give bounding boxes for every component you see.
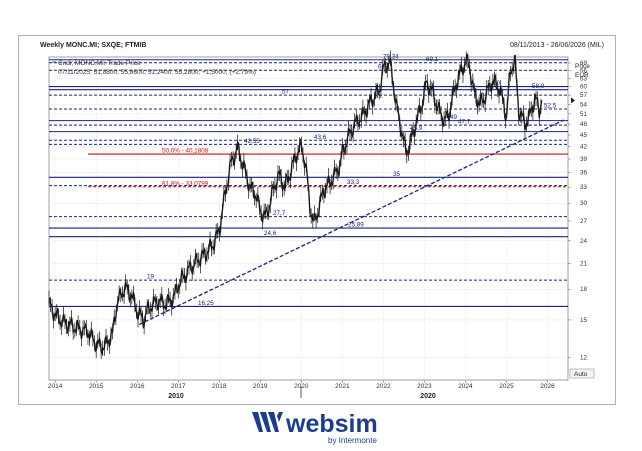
y-tick-label: 24: [580, 238, 588, 245]
level-label: 24,6: [264, 230, 277, 237]
level-label: 19: [147, 274, 155, 281]
y-tick-label: 45: [580, 132, 588, 139]
price-line: [48, 54, 543, 356]
x-tick-label: 2025: [499, 383, 514, 390]
plot-area: [48, 56, 569, 381]
legend-line-2: 07/11/2025; 51,8800; 55,8600; 51,2400; 5…: [58, 69, 256, 76]
x-axis: 2014 2015 2016 2017 2018 2019 2020 2021 2022 2023…: [48, 380, 555, 390]
level-label: 58,9: [532, 83, 545, 90]
x-tick-label: 2016: [130, 383, 145, 390]
y-tick-label: 21: [580, 260, 588, 267]
currency-label: EUR: [575, 72, 589, 79]
y-tick-label: 18: [580, 286, 588, 293]
level-label: 50,0% - 40,1808: [162, 148, 209, 155]
y-tick-label: 51: [580, 111, 588, 118]
level-label: 42,55: [244, 138, 260, 145]
x-tick-label: 2022: [376, 383, 391, 390]
x-tick-label: 2026: [540, 383, 555, 390]
x-tick-label: 2015: [89, 383, 104, 390]
y-tick-label: 69: [580, 60, 588, 67]
y-tick-label: 57: [580, 92, 588, 99]
trendline-line: [138, 119, 565, 326]
level-label: 25,89: [348, 222, 364, 229]
y-tick-label: 39: [580, 156, 588, 163]
auto-scale-label: Auto: [574, 371, 588, 378]
y-tick-label: 60: [580, 84, 588, 91]
level-label: 61,8% - 33,0799: [162, 180, 209, 187]
y-tick-label: 42: [580, 144, 588, 151]
x-tick-label: 2014: [48, 383, 63, 390]
y-tick-label: 48: [580, 121, 588, 128]
logo-tagline: by Intermonte: [328, 436, 377, 445]
x-tick-label: 2019: [253, 383, 268, 390]
legend: Cndl; MONC.MI; Trade Price 07/11/2025; 5…: [52, 60, 256, 76]
logo-wordmark: websim: [285, 410, 378, 438]
level-lines: 70,34 69,166,160 58,95752,54947,745,943,64…: [49, 53, 568, 308]
x-tick-label: 2021: [335, 383, 350, 390]
last-price-marker: [571, 97, 575, 104]
level-label: 57: [282, 89, 290, 96]
x-tick-label: 2024: [458, 383, 473, 390]
level-label: 27,7: [273, 210, 286, 217]
level-label: 33,3: [347, 179, 360, 186]
y-tick-label: 33: [580, 184, 588, 191]
x-tick-label: 2020: [294, 383, 309, 390]
chart-title: Weekly MONC.MI; SXQE; FTMIB: [40, 42, 147, 49]
price-label: Price: [575, 63, 590, 70]
level-label: 43,6: [314, 134, 327, 141]
trendline: [138, 119, 565, 326]
y-tick-label: 27: [580, 218, 588, 225]
candles: [48, 50, 575, 359]
grid: [48, 56, 569, 381]
y-tick-label: 66: [580, 67, 588, 74]
decade-label-2020: 2020: [420, 393, 436, 400]
x-tick-label: 2018: [212, 383, 227, 390]
level-label: 16,25: [198, 300, 214, 307]
y-tick-label: 36: [580, 170, 588, 177]
level-label: 47,7: [458, 119, 471, 126]
websim-logo: websim by Intermonte: [250, 408, 400, 446]
level-label: 49: [450, 114, 458, 121]
date-range: 08/11/2013 - 26/06/2026 (MIL): [509, 42, 604, 49]
x-tick-label: 2023: [417, 383, 432, 390]
legend-line-1: Cndl; MONC.MI; Trade Price: [58, 60, 141, 67]
auto-scale-button[interactable]: [569, 368, 595, 379]
decade-label-2010: 2010: [168, 393, 184, 400]
y-tick-label: 54: [580, 101, 588, 108]
y-tick-label: 30: [580, 200, 588, 207]
x-tick-label: 2017: [171, 383, 186, 390]
level-label: 52,5: [544, 103, 557, 110]
level-label: 70,34: [383, 53, 399, 60]
websim-w-icon: [252, 412, 283, 432]
y-tick-label: 63: [580, 75, 588, 82]
level-label: 35: [393, 171, 401, 178]
level-label: 69,1: [426, 56, 439, 63]
y-tick-label: 15: [580, 317, 588, 324]
y-tick-label: 12: [580, 355, 588, 362]
